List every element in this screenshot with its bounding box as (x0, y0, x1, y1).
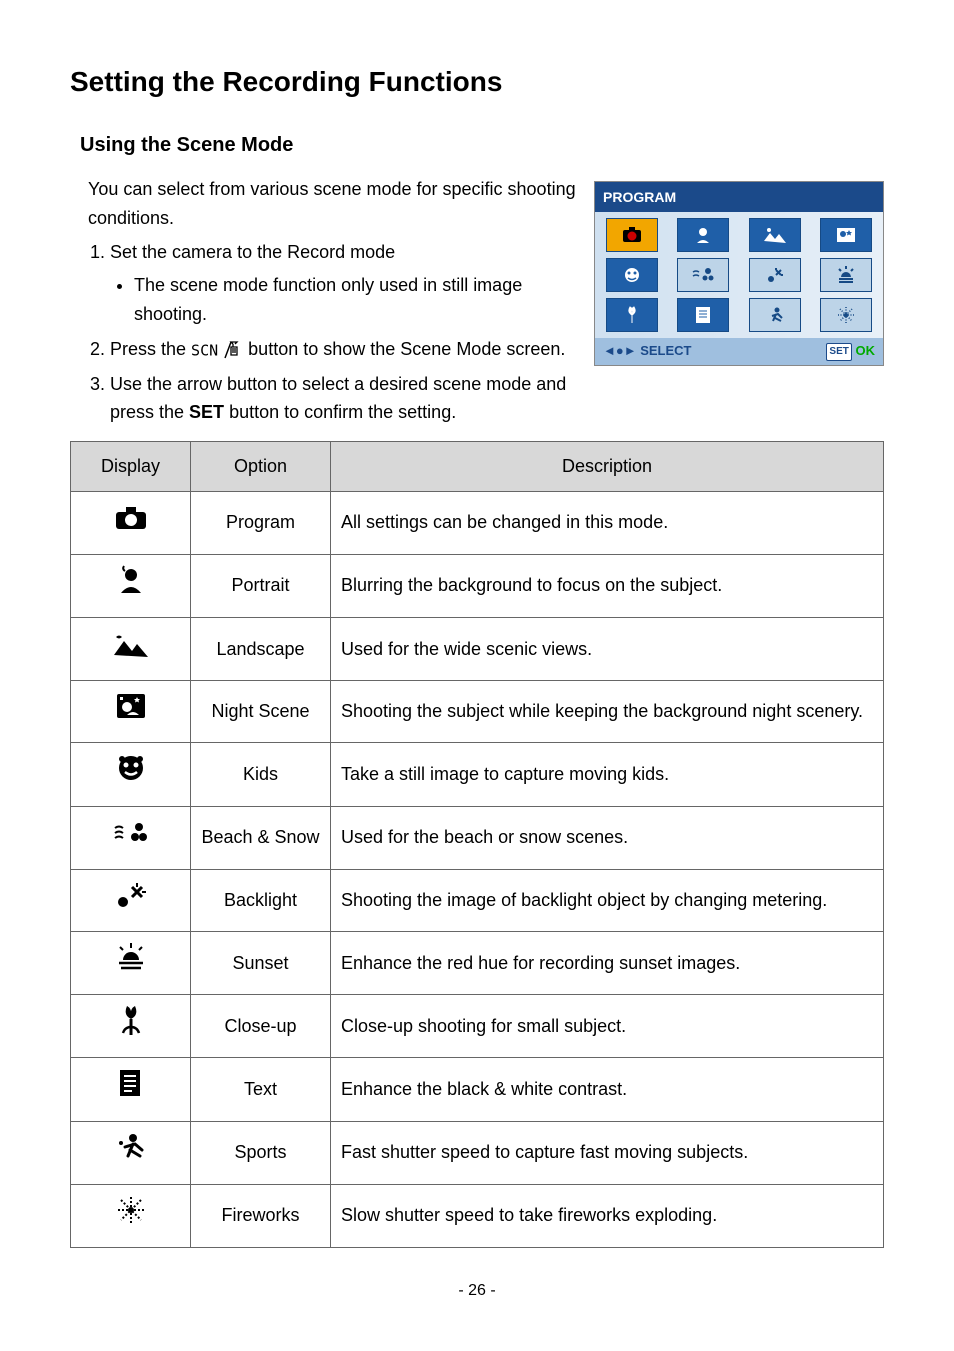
desc-cell: Used for the wide scenic views. (331, 618, 884, 681)
table-row: Backlight Shooting the image of backligh… (71, 869, 884, 932)
grid-fireworks-icon (820, 298, 872, 332)
step-1: Set the camera to the Record mode The sc… (110, 238, 576, 328)
step-2-text-b: button to show the Scene Mode screen. (248, 339, 565, 359)
page-title: Setting the Recording Functions (70, 60, 884, 105)
table-row: Kids Take a still image to capture movin… (71, 743, 884, 807)
col-option: Option (191, 442, 331, 492)
night-scene-icon (71, 680, 191, 743)
option-cell: Close-up (191, 994, 331, 1058)
screenshot-footer: ◄●► SELECT SET OK (595, 338, 883, 365)
option-cell: Kids (191, 743, 331, 807)
grid-night-icon (820, 218, 872, 252)
sports-icon (71, 1121, 191, 1184)
desc-cell: Used for the beach or snow scenes. (331, 806, 884, 869)
table-row: Sunset Enhance the red hue for recording… (71, 932, 884, 995)
step-2-text-a: Press the (110, 339, 191, 359)
text-icon (71, 1058, 191, 1122)
option-cell: Fireworks (191, 1184, 331, 1248)
option-cell: Sunset (191, 932, 331, 995)
option-cell: Beach & Snow (191, 806, 331, 869)
table-row: Beach & Snow Used for the beach or snow … (71, 806, 884, 869)
grid-sunset-icon (820, 258, 872, 292)
grid-landscape-icon (749, 218, 801, 252)
kids-icon (71, 743, 191, 807)
trash-icon (223, 340, 243, 360)
desc-cell: Enhance the black & white contrast. (331, 1058, 884, 1122)
option-cell: Landscape (191, 618, 331, 681)
backlight-icon (71, 869, 191, 932)
screenshot-header: PROGRAM (595, 182, 883, 212)
closeup-icon (71, 994, 191, 1058)
table-row: Fireworks Slow shutter speed to take fir… (71, 1184, 884, 1248)
sunset-icon (71, 932, 191, 995)
grid-kids-icon (606, 258, 658, 292)
desc-cell: Shooting the image of backlight object b… (331, 869, 884, 932)
desc-cell: Enhance the red hue for recording sunset… (331, 932, 884, 995)
set-button-label: SET (189, 402, 224, 422)
table-row: Landscape Used for the wide scenic views… (71, 618, 884, 681)
intro-text: You can select from various scene mode f… (88, 175, 576, 233)
grid-backlight-icon (749, 258, 801, 292)
step-1-bullet: The scene mode function only used in sti… (134, 271, 576, 329)
grid-program-icon (606, 218, 658, 252)
desc-cell: Take a still image to capture moving kid… (331, 743, 884, 807)
desc-cell: Blurring the background to focus on the … (331, 554, 884, 618)
select-label: SELECT (640, 343, 691, 358)
table-row: Sports Fast shutter speed to capture fas… (71, 1121, 884, 1184)
fireworks-icon (71, 1184, 191, 1248)
desc-cell: Shooting the subject while keeping the b… (331, 680, 884, 743)
option-cell: Text (191, 1058, 331, 1122)
screenshot-grid (595, 212, 883, 338)
table-row: Portrait Blurring the background to focu… (71, 554, 884, 618)
desc-cell: Fast shutter speed to capture fast movin… (331, 1121, 884, 1184)
grid-portrait-icon (677, 218, 729, 252)
grid-sports-icon (749, 298, 801, 332)
option-cell: Portrait (191, 554, 331, 618)
option-cell: Program (191, 491, 331, 554)
table-row: Night Scene Shooting the subject while k… (71, 680, 884, 743)
desc-cell: Close-up shooting for small subject. (331, 994, 884, 1058)
table-row: Program All settings can be changed in t… (71, 491, 884, 554)
step-3-text-b: button to confirm the setting. (229, 402, 456, 422)
step-2: Press the SCN button to show the Scene M… (110, 335, 576, 364)
scn-button-label: SCN (191, 341, 218, 359)
grid-beach-icon (677, 258, 729, 292)
step-3: Use the arrow button to select a desired… (110, 370, 576, 428)
option-cell: Sports (191, 1121, 331, 1184)
section-title: Using the Scene Mode (80, 129, 884, 161)
beach-snow-icon (71, 806, 191, 869)
portrait-icon (71, 554, 191, 618)
program-icon (71, 491, 191, 554)
table-row: Text Enhance the black & white contrast. (71, 1058, 884, 1122)
page-number: - 26 - (70, 1278, 884, 1304)
desc-cell: Slow shutter speed to take fireworks exp… (331, 1184, 884, 1248)
step-1-text: Set the camera to the Record mode (110, 242, 395, 262)
scene-mode-table: Display Option Description Program All s… (70, 441, 884, 1248)
col-display: Display (71, 442, 191, 492)
ok-label: OK (856, 343, 876, 358)
grid-text-icon (677, 298, 729, 332)
option-cell: Backlight (191, 869, 331, 932)
arrows-icon: ◄●► (603, 343, 637, 358)
landscape-icon (71, 618, 191, 681)
col-description: Description (331, 442, 884, 492)
set-key-icon: SET (826, 343, 851, 361)
table-row: Close-up Close-up shooting for small sub… (71, 994, 884, 1058)
option-cell: Night Scene (191, 680, 331, 743)
grid-closeup-icon (606, 298, 658, 332)
desc-cell: All settings can be changed in this mode… (331, 491, 884, 554)
scene-mode-screenshot: PROGRAM (594, 181, 884, 366)
